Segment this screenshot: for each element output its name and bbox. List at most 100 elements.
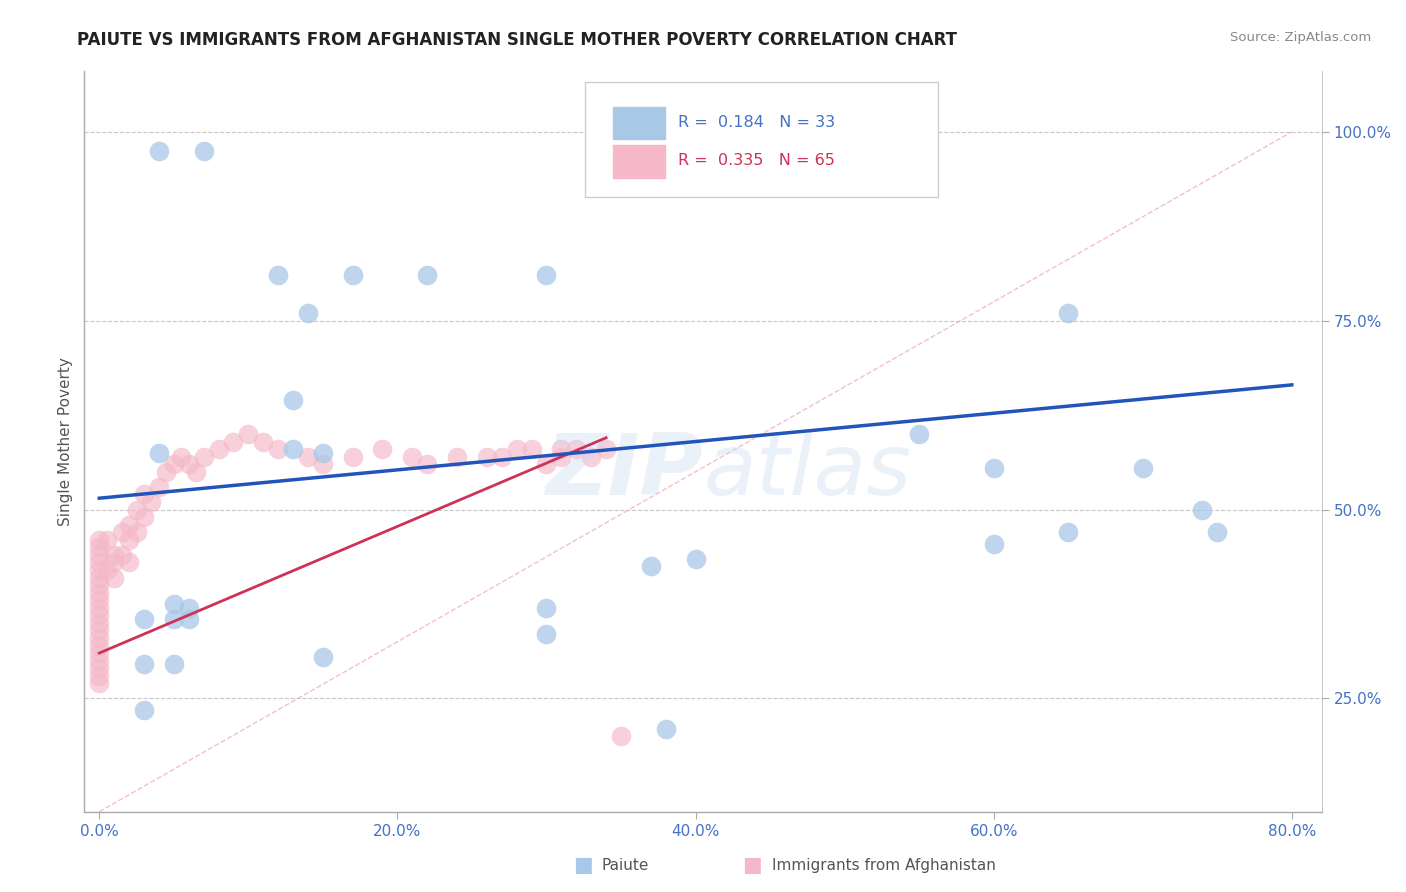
Text: R =  0.335   N = 65: R = 0.335 N = 65 — [678, 153, 835, 169]
Point — [163, 597, 186, 611]
Point — [111, 525, 134, 540]
Point — [222, 434, 245, 449]
Point — [163, 657, 186, 672]
Point — [177, 600, 200, 615]
Point — [654, 722, 676, 736]
Point — [163, 612, 186, 626]
Point — [685, 551, 707, 566]
Point — [89, 600, 111, 615]
Point — [89, 585, 111, 599]
Point — [148, 144, 170, 158]
Point — [505, 442, 527, 456]
Point — [148, 480, 170, 494]
Text: ■: ■ — [574, 855, 593, 875]
Point — [281, 442, 304, 456]
Point — [89, 556, 111, 570]
Point — [177, 457, 200, 471]
Point — [89, 639, 111, 653]
Point — [1057, 306, 1080, 320]
Point — [238, 427, 260, 442]
Point — [89, 661, 111, 675]
Point — [536, 268, 558, 283]
Point — [89, 548, 111, 562]
Point — [491, 450, 513, 464]
Point — [89, 631, 111, 645]
Point — [536, 457, 558, 471]
Point — [125, 525, 148, 540]
Point — [595, 442, 617, 456]
Point — [550, 442, 572, 456]
Point — [132, 657, 155, 672]
Point — [983, 461, 1005, 475]
Point — [520, 442, 543, 456]
Point — [89, 624, 111, 638]
Point — [103, 548, 125, 562]
Point — [111, 548, 134, 562]
Point — [416, 268, 439, 283]
Point — [312, 649, 335, 664]
Point — [118, 533, 141, 547]
Point — [908, 427, 931, 442]
Point — [89, 646, 111, 660]
Point — [342, 268, 364, 283]
Point — [89, 593, 111, 607]
Point — [312, 457, 335, 471]
Point — [267, 442, 290, 456]
Point — [132, 703, 155, 717]
Point — [89, 615, 111, 630]
Point — [401, 450, 423, 464]
Y-axis label: Single Mother Poverty: Single Mother Poverty — [58, 357, 73, 526]
Text: R =  0.184   N = 33: R = 0.184 N = 33 — [678, 115, 835, 130]
Text: Source: ZipAtlas.com: Source: ZipAtlas.com — [1230, 31, 1371, 45]
Point — [103, 570, 125, 584]
FancyBboxPatch shape — [585, 82, 938, 197]
Point — [193, 144, 215, 158]
Point — [89, 533, 111, 547]
Text: ■: ■ — [742, 855, 762, 875]
FancyBboxPatch shape — [613, 145, 665, 178]
Point — [141, 495, 163, 509]
Point — [118, 517, 141, 532]
Point — [125, 502, 148, 516]
Point — [1132, 461, 1154, 475]
Point — [132, 612, 155, 626]
Point — [89, 608, 111, 623]
FancyBboxPatch shape — [613, 107, 665, 139]
Point — [371, 442, 394, 456]
Point — [640, 559, 662, 574]
Point — [89, 563, 111, 577]
Point — [89, 676, 111, 690]
Point — [89, 669, 111, 683]
Text: atlas: atlas — [703, 430, 911, 513]
Point — [297, 306, 319, 320]
Point — [1057, 525, 1080, 540]
Point — [89, 570, 111, 584]
Point — [550, 450, 572, 464]
Point — [252, 434, 274, 449]
Point — [536, 627, 558, 641]
Point — [446, 450, 468, 464]
Point — [610, 729, 633, 743]
Point — [536, 600, 558, 615]
Point — [132, 510, 155, 524]
Point — [177, 612, 200, 626]
Text: Immigrants from Afghanistan: Immigrants from Afghanistan — [772, 858, 995, 872]
Point — [207, 442, 229, 456]
Point — [96, 563, 118, 577]
Point — [163, 457, 186, 471]
Point — [281, 392, 304, 407]
Point — [312, 446, 335, 460]
Point — [267, 268, 290, 283]
Point — [89, 578, 111, 592]
Point — [148, 446, 170, 460]
Point — [579, 450, 602, 464]
Point — [1191, 502, 1213, 516]
Point — [565, 442, 588, 456]
Point — [186, 465, 208, 479]
Point — [983, 536, 1005, 550]
Point — [89, 654, 111, 668]
Point — [103, 556, 125, 570]
Point — [416, 457, 439, 471]
Point — [155, 465, 177, 479]
Point — [193, 450, 215, 464]
